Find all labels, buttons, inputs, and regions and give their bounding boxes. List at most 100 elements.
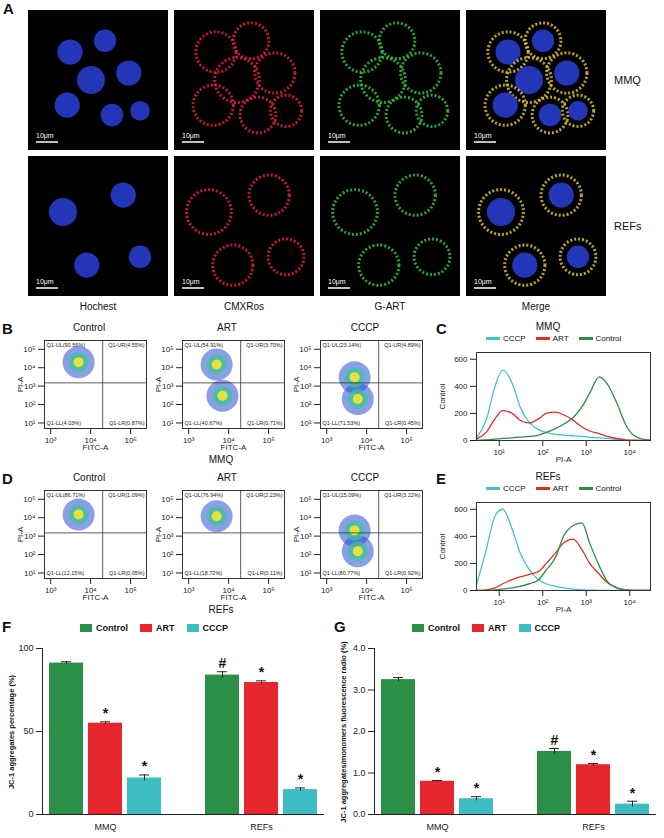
svg-text:PI-A: PI-A <box>16 376 25 392</box>
svg-text:2.0: 2.0 <box>353 726 366 736</box>
svg-text:MMQ: MMQ <box>427 822 449 832</box>
svg-text:10³: 10³ <box>321 436 333 445</box>
svg-text:Q1-LL(71.53%): Q1-LL(71.53%) <box>323 420 361 426</box>
svg-text:*: * <box>103 705 109 721</box>
svg-text:REFs: REFs <box>250 822 273 832</box>
svg-text:PI-A: PI-A <box>292 376 301 392</box>
svg-text:10³: 10³ <box>300 532 312 541</box>
svg-text:Hochest: Hochest <box>80 301 117 312</box>
svg-text:10μm: 10μm <box>474 278 492 286</box>
svg-text:Control: Control <box>438 533 447 559</box>
svg-text:600: 600 <box>454 355 468 364</box>
svg-text:10²: 10² <box>537 598 549 607</box>
svg-text:Control: Control <box>438 383 447 409</box>
svg-text:PI-A: PI-A <box>292 526 301 542</box>
svg-text:10¹: 10¹ <box>24 419 36 428</box>
svg-text:10μm: 10μm <box>182 132 200 140</box>
svg-text:0.0: 0.0 <box>353 809 366 819</box>
svg-text:Q1-UR(2.23%): Q1-UR(2.23%) <box>246 492 283 498</box>
svg-text:FITC-A: FITC-A <box>359 443 385 452</box>
svg-text:10¹: 10¹ <box>300 419 312 428</box>
svg-text:10⁵: 10⁵ <box>262 586 274 595</box>
svg-text:10¹: 10¹ <box>162 569 174 578</box>
svg-text:10¹: 10¹ <box>300 569 312 578</box>
svg-text:MMQ: MMQ <box>95 822 117 832</box>
svg-text:PI-A: PI-A <box>16 526 25 542</box>
svg-text:PI-A: PI-A <box>556 605 572 614</box>
svg-text:G-ART: G-ART <box>375 301 406 312</box>
svg-text:10³: 10³ <box>183 586 195 595</box>
svg-text:400: 400 <box>454 532 468 541</box>
svg-text:Q1-LR(0.11%): Q1-LR(0.11%) <box>247 570 282 576</box>
svg-text:10⁵: 10⁵ <box>400 586 412 595</box>
svg-text:10⁵: 10⁵ <box>400 436 412 445</box>
svg-text:*: * <box>298 771 304 787</box>
svg-text:Q1-UR(3.22%): Q1-UR(3.22%) <box>384 492 421 498</box>
svg-text:10²: 10² <box>24 550 36 559</box>
svg-text:10μm: 10μm <box>328 132 346 140</box>
svg-text:PI-A: PI-A <box>154 526 163 542</box>
svg-text:Q1-LR(0.05%): Q1-LR(0.05%) <box>109 570 145 576</box>
svg-text:10⁵: 10⁵ <box>299 495 311 504</box>
svg-text:10³: 10³ <box>45 586 57 595</box>
svg-text:Q1-LL(80.77%): Q1-LL(80.77%) <box>323 570 361 576</box>
svg-text:600: 600 <box>454 505 468 514</box>
svg-text:*: * <box>474 780 480 796</box>
svg-text:10¹: 10¹ <box>162 419 174 428</box>
svg-text:10⁵: 10⁵ <box>299 345 311 354</box>
svg-text:10³: 10³ <box>45 436 57 445</box>
svg-text:10⁵: 10⁵ <box>23 495 35 504</box>
svg-text:10³: 10³ <box>162 382 174 391</box>
svg-text:10²: 10² <box>300 550 312 559</box>
svg-text:Q1-LR(0.71%): Q1-LR(0.71%) <box>247 420 283 426</box>
svg-text:10μm: 10μm <box>36 278 54 286</box>
svg-text:FITC-A: FITC-A <box>359 593 385 602</box>
svg-text:Q1-UL(86.71%): Q1-UL(86.71%) <box>47 492 86 498</box>
svg-text:10¹: 10¹ <box>24 569 36 578</box>
svg-text:Q1-UL(23.14%): Q1-UL(23.14%) <box>323 342 362 348</box>
svg-text:*: * <box>259 664 265 680</box>
svg-text:Q1-UL(90.56%): Q1-UL(90.56%) <box>47 342 86 348</box>
svg-text:10⁴: 10⁴ <box>299 363 312 372</box>
svg-text:10²: 10² <box>24 400 36 409</box>
svg-text:10⁴: 10⁴ <box>161 513 174 522</box>
svg-text:REFs: REFs <box>614 220 642 232</box>
svg-text:10³: 10³ <box>24 532 36 541</box>
svg-text:Q1-UR(4.55%): Q1-UR(4.55%) <box>108 342 145 348</box>
svg-text:10μm: 10μm <box>36 132 54 140</box>
svg-text:10²: 10² <box>300 400 312 409</box>
svg-text:#: # <box>551 732 559 748</box>
svg-text:10⁴: 10⁴ <box>23 363 36 372</box>
svg-text:FITC-A: FITC-A <box>83 593 109 602</box>
svg-text:*: * <box>435 764 441 780</box>
svg-text:10³: 10³ <box>580 448 592 457</box>
svg-text:0: 0 <box>28 809 33 819</box>
svg-text:#: # <box>219 655 227 671</box>
svg-text:Q1-UR(1.09%): Q1-UR(1.09%) <box>108 492 145 498</box>
svg-text:10μm: 10μm <box>328 278 346 286</box>
svg-text:FITC-A: FITC-A <box>221 443 247 452</box>
svg-text:Q1-UR(4.89%): Q1-UR(4.89%) <box>384 342 421 348</box>
svg-text:10⁴: 10⁴ <box>23 513 36 522</box>
svg-text:10⁴: 10⁴ <box>624 448 637 457</box>
svg-text:200: 200 <box>454 559 468 568</box>
svg-text:10³: 10³ <box>321 586 333 595</box>
svg-text:200: 200 <box>454 409 468 418</box>
svg-text:Q1-UR(3.70%): Q1-UR(3.70%) <box>246 342 283 348</box>
svg-text:10²: 10² <box>162 400 174 409</box>
svg-text:Q1-LR(0.87%): Q1-LR(0.87%) <box>109 420 145 426</box>
svg-text:*: * <box>142 758 148 774</box>
svg-text:MMQ: MMQ <box>614 74 641 86</box>
svg-text:*: * <box>591 747 597 763</box>
svg-text:10³: 10³ <box>300 382 312 391</box>
svg-text:10⁵: 10⁵ <box>262 436 274 445</box>
svg-text:100: 100 <box>18 643 33 653</box>
svg-text:10⁴: 10⁴ <box>299 513 312 522</box>
svg-text:FITC-A: FITC-A <box>83 443 109 452</box>
svg-text:Q1-LL(12.15%): Q1-LL(12.15%) <box>47 570 85 576</box>
svg-text:Merge: Merge <box>522 301 551 312</box>
svg-text:10⁵: 10⁵ <box>23 345 35 354</box>
svg-text:10⁴: 10⁴ <box>161 363 174 372</box>
svg-text:Q1-UL(15.09%): Q1-UL(15.09%) <box>323 492 362 498</box>
svg-text:1.0: 1.0 <box>353 768 366 778</box>
